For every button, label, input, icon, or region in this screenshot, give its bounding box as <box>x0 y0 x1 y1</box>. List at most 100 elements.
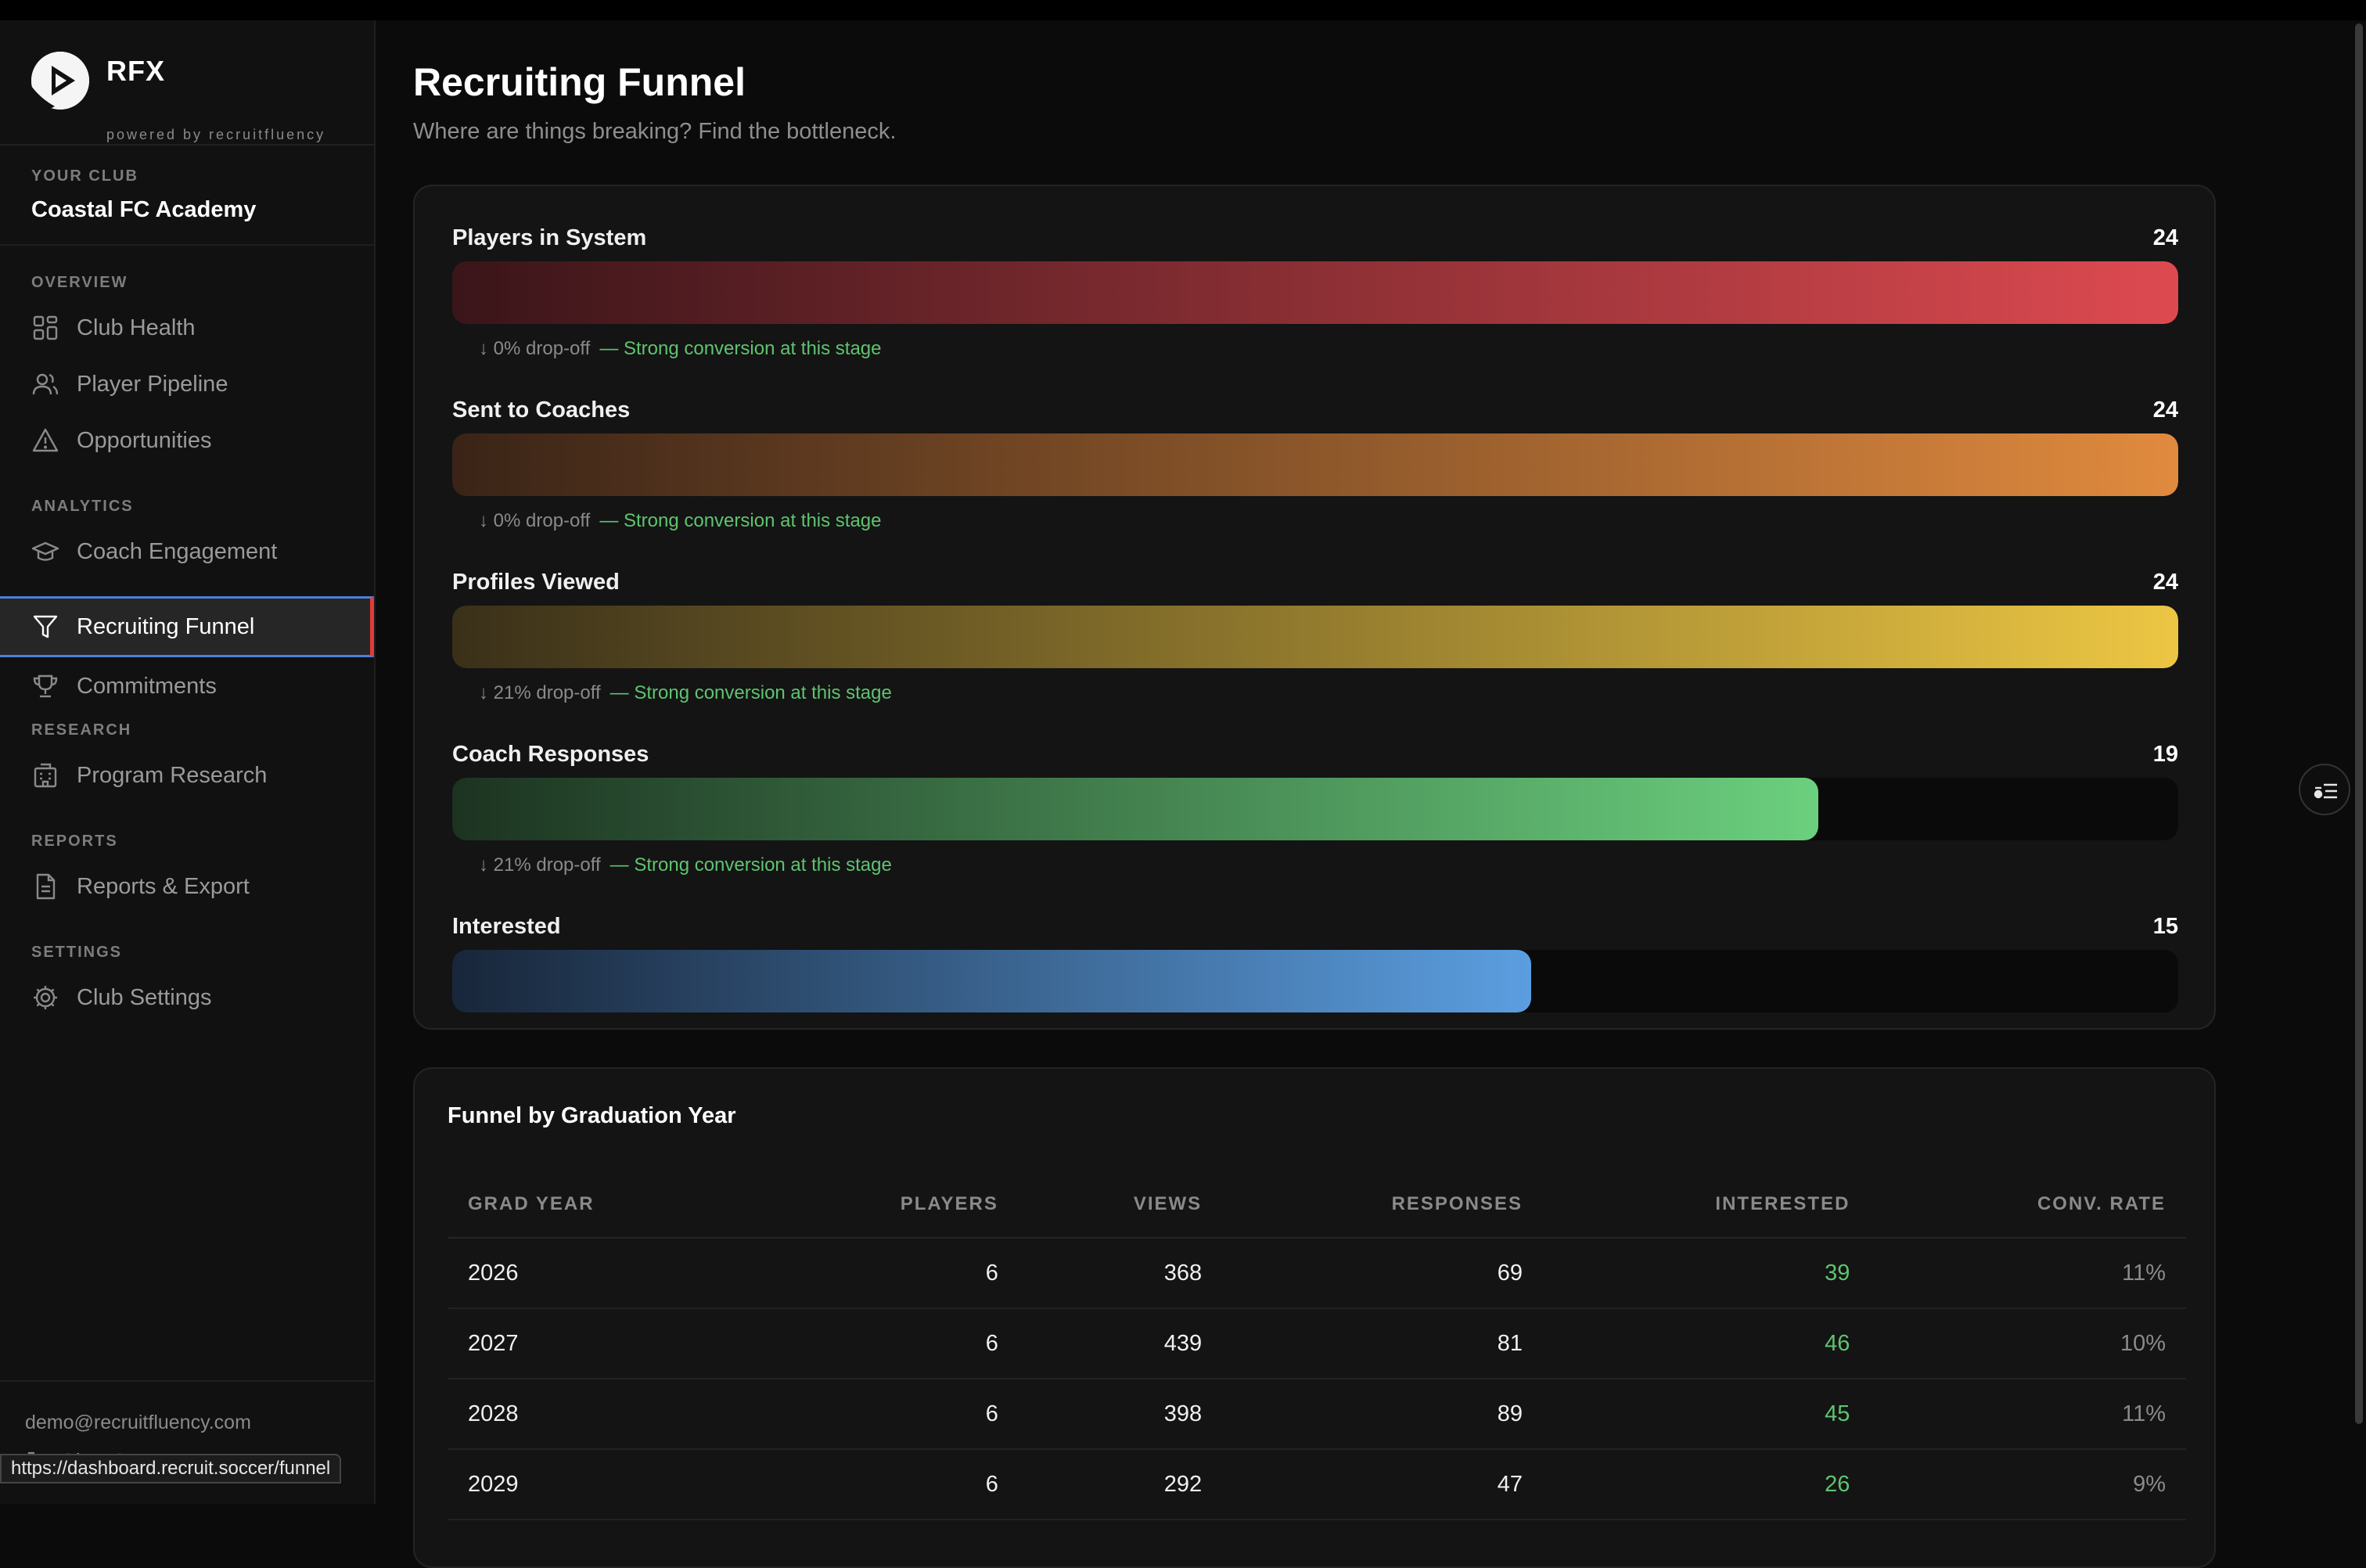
document-icon <box>31 872 59 901</box>
table-row: 2028 6 398 89 45 11% <box>448 1379 2186 1450</box>
sidebar-item-label: Club Health <box>77 315 196 340</box>
dropoff-note: — Strong conversion at this stage <box>609 854 892 876</box>
funnel-bar-fill <box>452 606 2178 668</box>
sidebar: RFX powered by recruitfluency YOUR CLUB … <box>0 20 376 1504</box>
table-cell: 81 <box>1222 1308 1543 1379</box>
table-header-cell[interactable]: INTERESTED <box>1542 1171 1871 1239</box>
table-cell: 46 <box>1542 1308 1871 1379</box>
warning-triangle-icon <box>31 426 59 455</box>
table-cell: 398 <box>1018 1379 1223 1450</box>
grad-year-table: GRAD YEAR PLAYERS VIEWS RESPONSES INTERESTED… <box>448 1171 2186 1520</box>
sidebar-item-label: Coach Engagement <box>77 538 278 564</box>
funnel-bar-track <box>452 950 2178 1012</box>
section-label-overview: OVERVIEW <box>31 274 128 291</box>
sidebar-item-club-settings[interactable]: Club Settings <box>0 967 374 1028</box>
building-icon <box>31 761 59 789</box>
status-bar-url: https://dashboard.recruit.soccer/funnel <box>0 1454 342 1483</box>
page-title: Recruiting Funnel <box>413 60 746 104</box>
trophy-icon <box>31 672 59 700</box>
funnel-icon <box>31 613 59 641</box>
brand-name: RFX <box>106 55 165 87</box>
page-subtitle: Where are things breaking? Find the bott… <box>413 119 897 144</box>
sidebar-item-opportunities[interactable]: Opportunities <box>0 410 374 471</box>
table-cell: 45 <box>1542 1379 1871 1450</box>
table-cell: 368 <box>1018 1238 1223 1309</box>
sidebar-item-label: Player Pipeline <box>77 371 228 397</box>
grad-year-card: Funnel by Graduation Year GRAD YEAR PLAYE… <box>413 1067 2216 1568</box>
funnel-bar-track <box>452 606 2178 668</box>
dropoff-note: — Strong conversion at this stage <box>599 338 882 359</box>
sidebar-item-label: Reports & Export <box>77 873 250 899</box>
table-row: 2029 6 292 47 26 9% <box>448 1449 2186 1520</box>
funnel-stage: Players in System 24 ↓ 0% drop-off — Strong… <box>452 225 2178 374</box>
users-icon <box>31 370 59 398</box>
dropoff-percent: ↓ 21% drop-off <box>479 854 601 876</box>
section-label-analytics: ANALYTICS <box>31 498 134 515</box>
table-header-cell[interactable]: GRAD YEAR <box>448 1171 760 1239</box>
divider <box>0 144 374 146</box>
table-cell: 2027 <box>448 1308 760 1379</box>
table-cell: 89 <box>1222 1379 1543 1450</box>
sidebar-item-label: Club Settings <box>77 984 212 1010</box>
gear-icon <box>31 984 59 1012</box>
table-cell: 39 <box>1542 1238 1871 1309</box>
table-header-cell[interactable]: PLAYERS <box>759 1171 1019 1239</box>
funnel-stage-count: 24 <box>2152 397 2178 423</box>
table-cell: 6 <box>759 1308 1019 1379</box>
sidebar-item-program-research[interactable]: Program Research <box>0 745 374 806</box>
sidebar-item-label: Commitments <box>77 673 217 699</box>
funnel-stage-count: 15 <box>2152 914 2178 939</box>
funnel-stage-count: 24 <box>2152 570 2178 595</box>
table-cell: 6 <box>759 1449 1019 1520</box>
funnel-stage-label: Sent to Coaches <box>452 397 631 423</box>
table-row: 2026 6 368 69 39 11% <box>448 1238 2186 1309</box>
table-cell: 2028 <box>448 1379 760 1450</box>
brand[interactable]: RFX powered by recruitfluency <box>31 52 360 142</box>
divider <box>0 244 374 246</box>
table-cell: 439 <box>1018 1308 1223 1379</box>
page-scrollbar[interactable] <box>2355 23 2363 1424</box>
funnel-dropoff: ↓ 0% drop-off — Strong conversion at this… <box>479 338 882 360</box>
funnel-bar-track <box>452 778 2178 840</box>
table-cell: 2029 <box>448 1449 760 1520</box>
table-header-cell[interactable]: VIEWS <box>1018 1171 1223 1239</box>
funnel-bar-fill <box>452 950 1531 1012</box>
window-top-bar <box>0 0 2366 20</box>
divider <box>0 1380 374 1382</box>
grid-icon <box>31 314 59 342</box>
section-label-research: RESEARCH <box>31 721 132 739</box>
rfx-logo-icon <box>31 52 89 110</box>
table-cell: 10% <box>1870 1308 2186 1379</box>
funnel-stage-label: Interested <box>452 914 561 939</box>
table-header-row: GRAD YEAR PLAYERS VIEWS RESPONSES INTERESTED… <box>448 1171 2186 1239</box>
dropoff-percent: ↓ 21% drop-off <box>479 682 601 703</box>
table-header-cell[interactable]: RESPONSES <box>1222 1171 1543 1239</box>
funnel-dropoff: ↓ 21% drop-off — Strong conversion at thi… <box>479 682 892 704</box>
funnel-stage-count: 19 <box>2152 742 2178 767</box>
sidebar-item-coach-engagement[interactable]: Coach Engagement <box>0 521 374 582</box>
sidebar-item-recruiting-funnel[interactable]: Recruiting Funnel <box>0 596 374 657</box>
funnel-stage: Profiles Viewed 24 ↓ 21% drop-off — Strong … <box>452 570 2178 718</box>
table-cell: 9% <box>1870 1449 2186 1520</box>
sidebar-item-commitments[interactable]: Commitments <box>0 656 374 717</box>
table-header-cell[interactable]: CONV. RATE <box>1870 1171 2186 1239</box>
funnel-stage-label: Players in System <box>452 225 647 250</box>
funnel-bar-track <box>452 433 2178 496</box>
club-label: YOUR CLUB <box>31 167 138 185</box>
section-label-reports: REPORTS <box>31 833 118 850</box>
table-cell: 6 <box>759 1379 1019 1450</box>
sidebar-item-reports-export[interactable]: Reports & Export <box>0 856 374 917</box>
sidebar-item-club-health[interactable]: Club Health <box>0 297 374 358</box>
table-cell: 292 <box>1018 1449 1223 1520</box>
dropoff-note: — Strong conversion at this stage <box>599 510 882 531</box>
funnel-bar-fill <box>452 261 2178 324</box>
floating-menu-button[interactable] <box>2299 764 2350 815</box>
club-name: Coastal FC Academy <box>31 197 257 222</box>
funnel-bar-fill <box>452 778 1818 840</box>
dropoff-percent: ↓ 0% drop-off <box>479 510 591 531</box>
table-cell: 11% <box>1870 1379 2186 1450</box>
sidebar-item-player-pipeline[interactable]: Player Pipeline <box>0 354 374 415</box>
funnel-stage-label: Coach Responses <box>452 742 649 767</box>
table-cell: 2026 <box>448 1238 760 1309</box>
graduation-cap-icon <box>31 538 59 566</box>
